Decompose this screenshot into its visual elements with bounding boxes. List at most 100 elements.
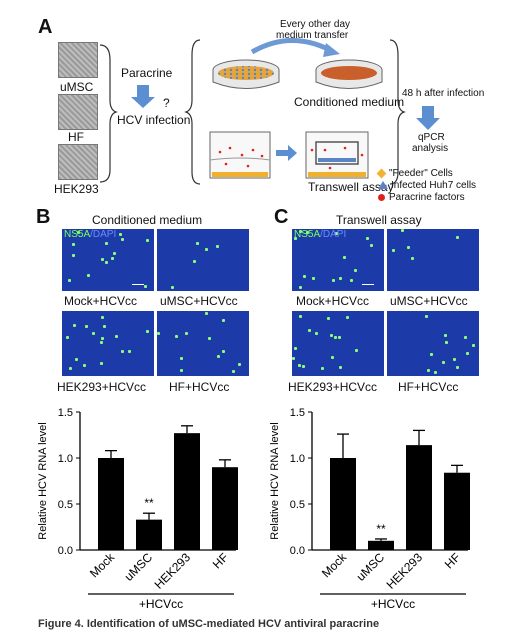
ns5a-positive-cell [103,325,106,328]
ns5a-positive-cell [308,329,311,332]
bar-mock [98,458,124,550]
y-axis-label: Relative HCV RNA level [37,422,49,539]
legend-item-feeder: "Feeder" Cells [376,167,503,179]
panel-c-letter: C [274,206,289,228]
after-infection-label: 48 h after infection [402,88,485,99]
cell-label-umsc: uMSC [60,80,94,94]
panel-b-title: Conditioned medium [92,213,203,227]
legend-item-infected: Infected Huh7 cells [378,179,503,191]
y-tick-label: 0.0 [290,545,305,557]
ns5a-positive-cell [392,249,395,252]
ns5a-positive-cell [196,242,199,245]
ns5a-positive-cell [327,317,330,320]
chart-c-hcv-rna: 0.0 0.5 1.0 1.5 Relative HCV RNA level Mock uM… [269,407,470,611]
scale-bar-b [132,284,144,285]
micrograph-c-hek293 [292,311,384,376]
ns5a-positive-cell [464,336,467,339]
transwell-arrow [276,145,297,161]
beaker-left [209,131,271,179]
paracrine-dots [218,146,364,170]
legend-item-paracrine: Paracrine factors [378,191,503,203]
label-b-umsc: uMSC+HCVcc [160,294,238,308]
y-axis-label: Relative HCV RNA level [269,422,281,539]
ns5a-positive-cell [222,350,225,353]
micrograph-c-hf [387,311,479,376]
ns5a-positive-cell [401,229,404,232]
ns5a-positive-cell [69,367,72,370]
ns5a-positive-cell [175,335,178,338]
ns5a-positive-cell [66,336,69,339]
ns5a-positive-cell [121,350,124,353]
ns5a-positive-cell [315,332,318,335]
ns5a-positive-cell [157,332,160,335]
label-c-mock: Mock+HCVcc [296,294,370,308]
ns5a-positive-cell [77,231,80,234]
x-tick-label: HEK293 [152,550,194,592]
ns5a-positive-cell [146,330,149,333]
ns5a-positive-cell [407,246,410,249]
ns5a-positive-cell [427,369,430,372]
ns5a-positive-cell [180,357,183,360]
y-tick-label: 1.5 [290,407,305,419]
ns5a-positive-cell [232,370,235,373]
ns5a-positive-cell [292,357,295,360]
y-tick-label: 0.5 [58,499,73,511]
y-tick-label: 1.0 [58,453,73,465]
hek293-micrograph [58,144,98,180]
ns5a-positive-cell [299,230,302,233]
umsc-micrograph [58,42,98,78]
ns5a-positive-cell [115,335,118,338]
ns5a-positive-cell [331,356,334,359]
ns5a-positive-cell [119,233,122,236]
infection-arrow [131,85,155,108]
ns5a-positive-cell [445,341,448,344]
ns5a-positive-cell [101,258,104,261]
y-tick-label: 0.5 [290,499,305,511]
ns5a-positive-cell [208,337,211,340]
ns5a-positive-cell [185,332,188,335]
ns5a-positive-cell [425,315,428,318]
ns5a-positive-cell [321,367,324,370]
ns5a-positive-cell [128,350,131,353]
transwell-insert [315,141,359,165]
ns5a-positive-cell [355,349,358,352]
panel-c-title: Transwell assay [336,213,422,227]
ns5a-positive-cell [217,355,220,358]
bar-umsc [136,519,162,550]
group-label: +HCVcc [371,597,415,611]
ns5a-positive-cell [312,277,315,280]
ns5a-positive-cell [121,238,124,241]
ns5a-positive-cell [105,242,108,245]
cell-label-hek293: HEK293 [54,182,99,196]
paracrine-dot-icon [378,193,385,201]
ns5a-positive-cell [193,260,196,263]
figure-caption: Figure 4. Identification of uMSC-mediate… [38,618,380,630]
left-brace [99,44,118,183]
qpcr-arrow [416,106,440,130]
ns5a-positive-cell [75,358,78,361]
ns5a-positive-cell [144,285,147,288]
ns5a-positive-cell [370,244,373,247]
panel-a-letter: A [38,16,53,38]
ns5a-positive-cell [92,332,95,335]
hf-micrograph [58,94,98,130]
ns5a-positive-cell [100,341,103,344]
ns5a-positive-cell [338,336,341,339]
ns5a-positive-cell [444,334,447,337]
ns5a-positive-cell [113,252,116,255]
y-tick-label: 1.0 [290,453,305,465]
ns5a-positive-cell [216,245,219,248]
bar-hek293 [406,445,432,550]
infected-cells [321,66,377,80]
x-tick-label: uMSC [122,550,156,584]
ns5a-positive-cell [350,279,353,282]
ns5a-positive-cell [330,334,333,337]
ns5a-positive-cell [146,239,149,242]
micrograph-b-mock [62,229,154,291]
ns5a-positive-cell [456,236,459,239]
ns5a-positive-cell [472,344,475,347]
hcv-infection-label: HCV infection [117,113,191,127]
ns5a-positive-cell [101,337,104,340]
ns5a-positive-cell [100,362,103,365]
bar-hf [444,472,470,550]
